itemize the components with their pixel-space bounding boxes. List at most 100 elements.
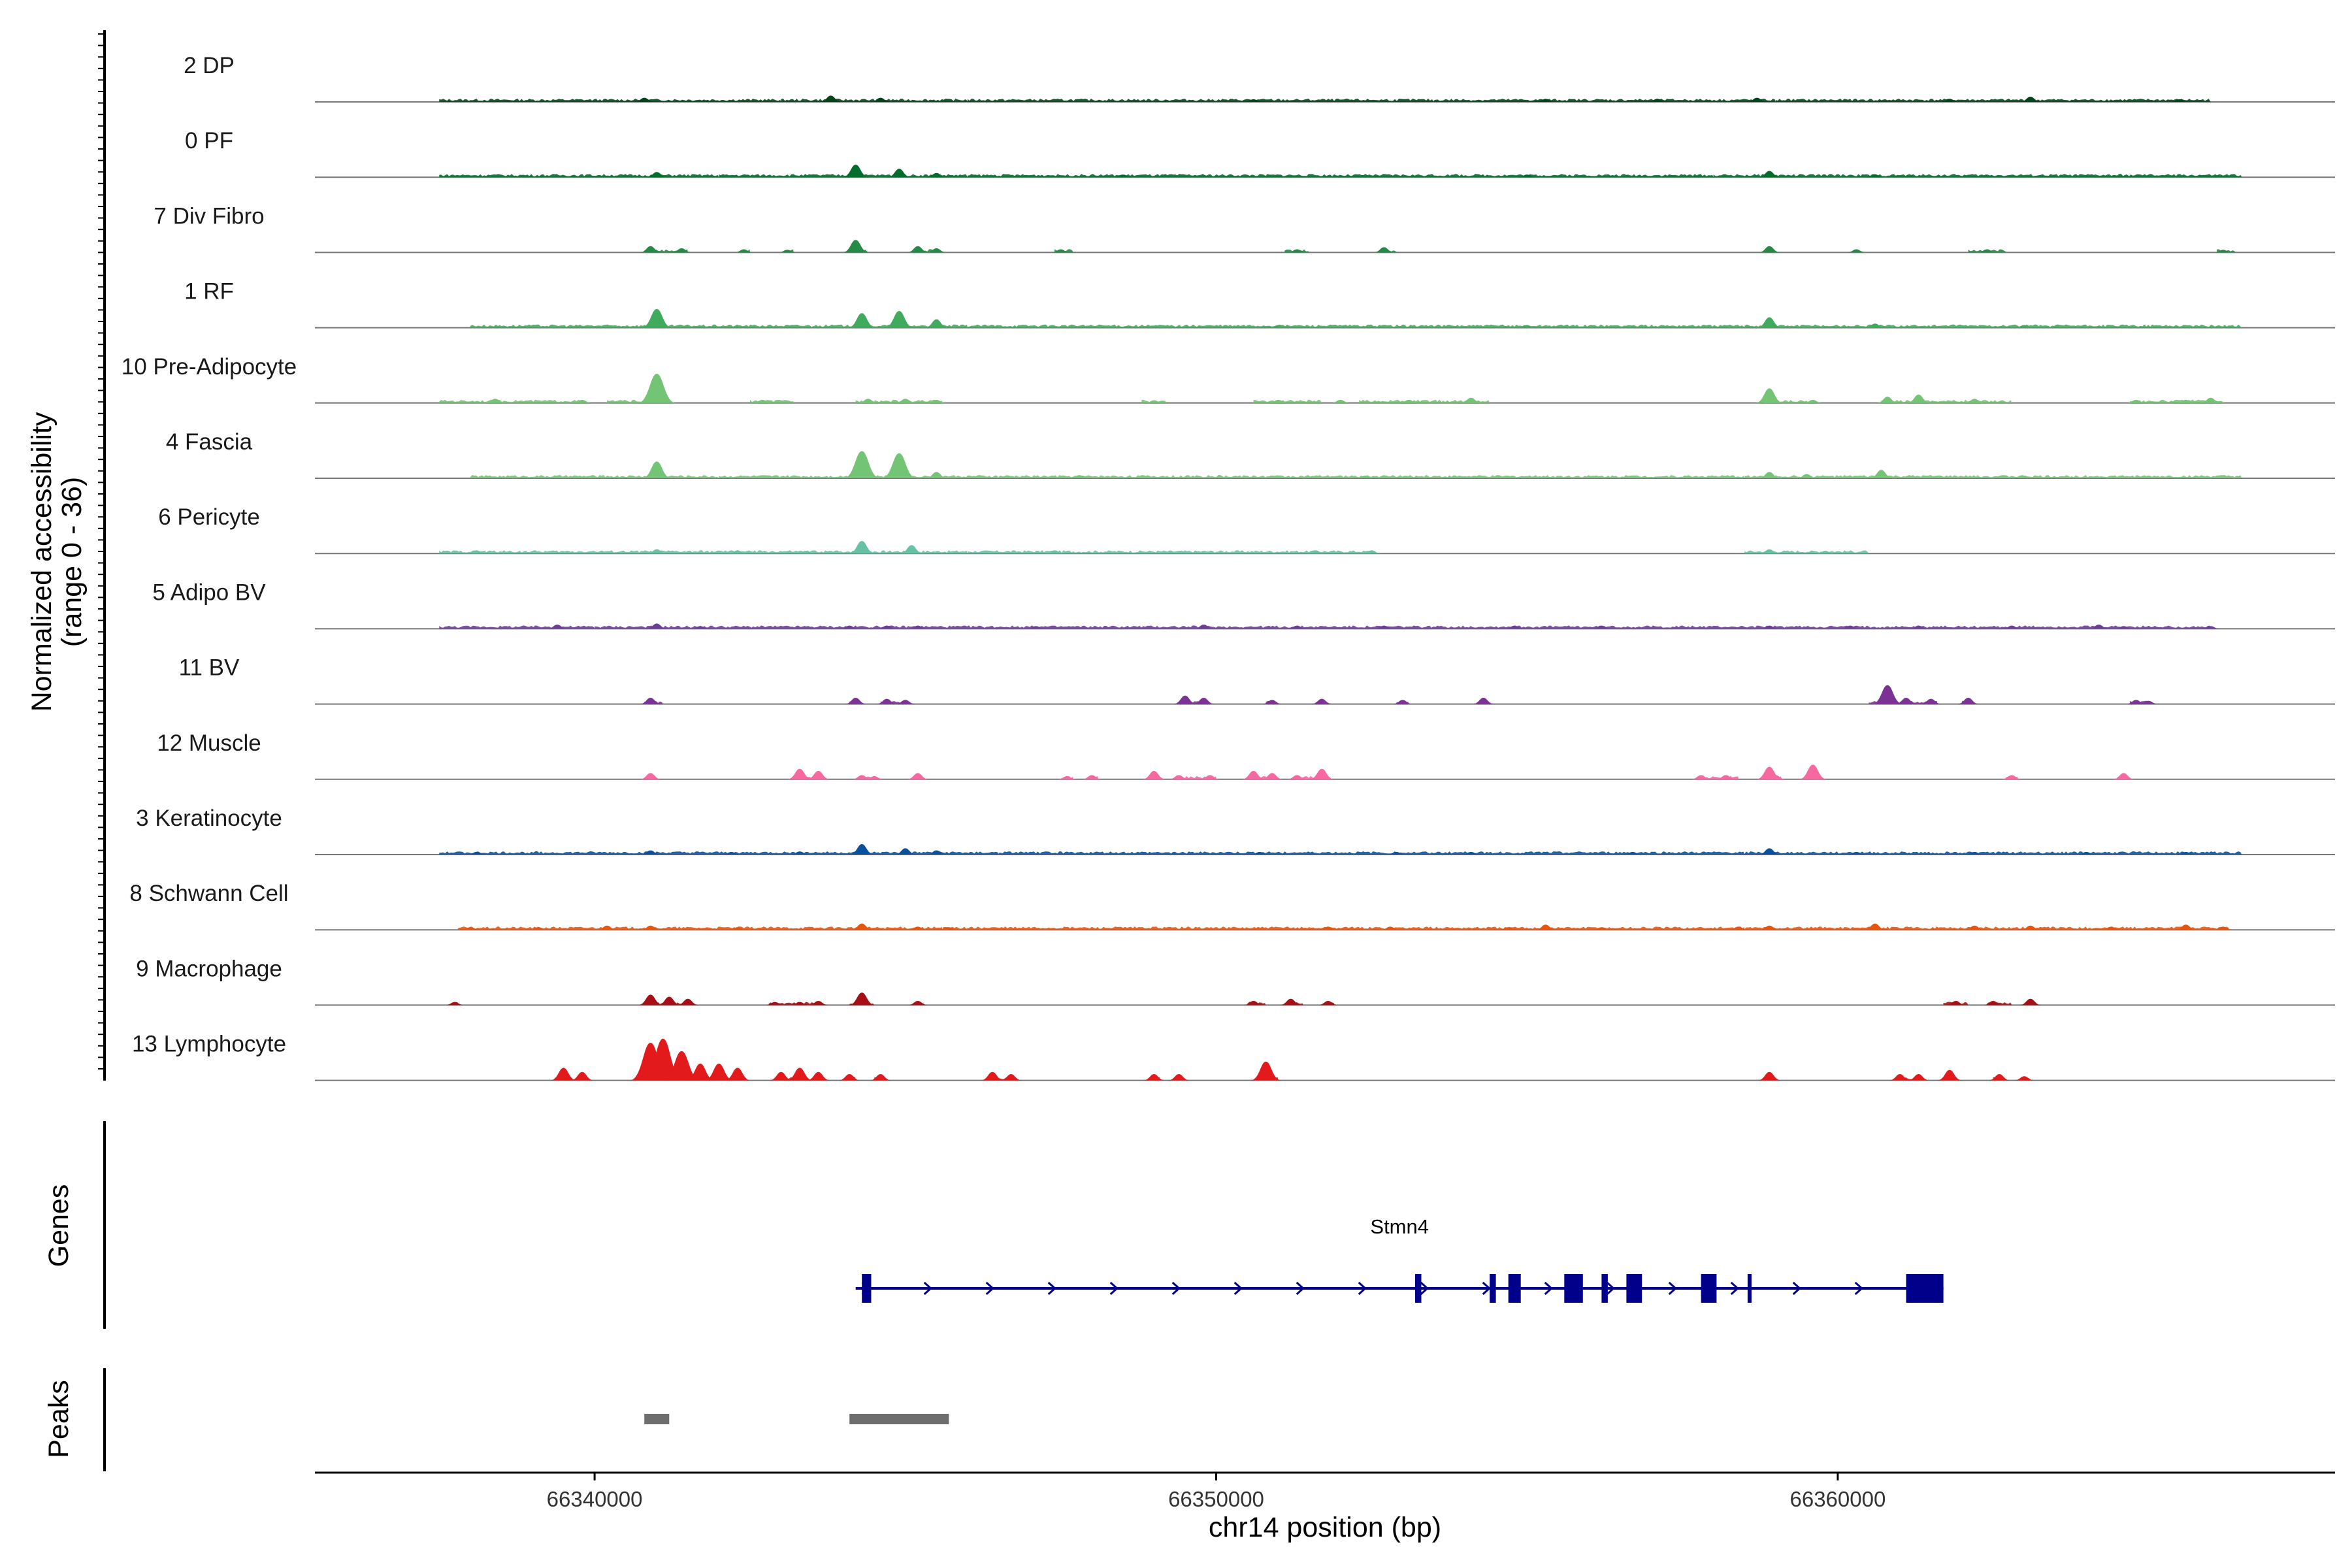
coverage-peak bbox=[642, 461, 672, 478]
coverage-peak bbox=[634, 97, 655, 102]
x-axis-ticks: 66340000 66350000 66360000 bbox=[547, 1473, 1886, 1511]
strand-arrow bbox=[1233, 1281, 1243, 1296]
coverage-signal bbox=[968, 324, 1745, 328]
coverage-peak bbox=[1261, 700, 1283, 704]
track-3-keratinocyte: 3 Keratinocyte bbox=[136, 806, 2335, 855]
track-7-div-fibro: 7 Div Fibro bbox=[154, 203, 2335, 253]
coverage-peak bbox=[926, 248, 947, 253]
coverage-peak bbox=[572, 400, 593, 403]
coverage-peak bbox=[721, 852, 742, 855]
coverage-signal bbox=[1744, 926, 2230, 930]
coverage-peak bbox=[1746, 97, 1768, 102]
coverage-peak bbox=[1534, 924, 1557, 930]
coverage-peak bbox=[876, 625, 897, 629]
gene-exon bbox=[1701, 1274, 1717, 1303]
strand-arrow bbox=[1668, 1281, 1677, 1296]
coverage-peak bbox=[1755, 388, 1784, 403]
coverage-y-axis bbox=[98, 30, 106, 1081]
coverage-peak bbox=[1759, 549, 1780, 554]
coverage-peak bbox=[690, 626, 711, 629]
coverage-peak bbox=[1144, 400, 1164, 403]
coverage-peak bbox=[2138, 700, 2159, 704]
coverage-peak bbox=[842, 240, 870, 253]
coverage-peak bbox=[1919, 698, 1942, 704]
track-label: 8 Schwann Cell bbox=[129, 881, 288, 906]
coverage-peak bbox=[1472, 698, 1495, 704]
coverage-peak bbox=[724, 1068, 751, 1081]
track-label: 9 Macrophage bbox=[136, 956, 282, 981]
coverage-signal bbox=[1713, 174, 2242, 178]
gene-exon bbox=[1626, 1274, 1642, 1303]
coverage-peak bbox=[1846, 249, 1867, 253]
coverage-peak bbox=[1286, 625, 1307, 629]
coverage-peak bbox=[1759, 625, 1780, 629]
coverage-peak bbox=[1199, 775, 1221, 779]
coverage-peak bbox=[1460, 397, 1482, 403]
coverage-signal bbox=[942, 926, 1745, 930]
peak-region bbox=[849, 1414, 949, 1424]
coverage-peak bbox=[1243, 1001, 1264, 1005]
coverage-peak bbox=[1044, 550, 1065, 554]
track-6-pericyte: 6 Pericyte bbox=[158, 504, 2335, 555]
coverage-peak bbox=[847, 313, 876, 328]
coverage-peak bbox=[1757, 472, 1781, 478]
coverage-peak bbox=[1840, 625, 1861, 629]
coverage-peak bbox=[2199, 397, 2222, 403]
coverage-peak bbox=[764, 1002, 785, 1005]
coverage-signal bbox=[439, 625, 595, 629]
coverage-peak bbox=[1964, 399, 1985, 403]
coverage-peak bbox=[851, 775, 873, 779]
track-label: 7 Div Fibro bbox=[154, 203, 264, 229]
coverage-peak bbox=[1976, 249, 1997, 253]
coverage-peak bbox=[466, 550, 487, 554]
coverage-peak bbox=[857, 399, 879, 403]
track-10-pre-adipocyte: 10 Pre-Adipocyte bbox=[122, 354, 2335, 404]
peak-regions bbox=[644, 1414, 949, 1424]
coverage-peak bbox=[1945, 1001, 1967, 1005]
coverage-peak bbox=[777, 250, 798, 253]
coverage-peak bbox=[1756, 317, 1782, 328]
coverage-peak bbox=[1311, 698, 1333, 704]
coverage-peak bbox=[925, 472, 948, 478]
track-label: 13 Lymphocyte bbox=[132, 1032, 286, 1057]
coverage-peak bbox=[819, 95, 842, 102]
coverage-peak bbox=[638, 994, 664, 1005]
coverage-peak bbox=[1715, 775, 1737, 779]
coverage-peak bbox=[1757, 1071, 1782, 1081]
strand-arrow bbox=[923, 1281, 932, 1296]
track-label: 3 Keratinocyte bbox=[136, 806, 282, 831]
coverage-signal bbox=[1775, 99, 2211, 102]
coverage-peak bbox=[1535, 99, 1556, 102]
coverage-peak bbox=[1318, 926, 1339, 930]
track-12-muscle: 12 Muscle bbox=[157, 730, 2335, 780]
coverage-peak bbox=[1386, 852, 1407, 855]
x-tick-label: 66360000 bbox=[1789, 1487, 1886, 1511]
strand-arrow bbox=[1482, 1281, 1491, 1296]
coverage-peak bbox=[2176, 400, 2197, 403]
coverage-peak bbox=[1647, 99, 1668, 102]
y-axis-title: Normalized accessibility bbox=[26, 412, 57, 711]
coverage-peak bbox=[1373, 247, 1396, 253]
coverage-peak bbox=[1056, 776, 1077, 779]
coverage-peak bbox=[2014, 1076, 2035, 1081]
coverage-signal bbox=[439, 174, 719, 178]
coverage-peak bbox=[1799, 764, 1827, 779]
coverage-peak bbox=[2125, 400, 2147, 403]
coverage-peak bbox=[769, 1071, 793, 1081]
track-0-pf: 0 PF bbox=[185, 128, 2335, 178]
coverage-peak bbox=[2213, 250, 2234, 253]
coverage-peak bbox=[850, 923, 874, 930]
coverage-peak bbox=[926, 172, 947, 178]
coverage-peak bbox=[906, 246, 930, 253]
coverage-peak bbox=[1081, 775, 1103, 779]
coverage-peak bbox=[1498, 927, 1519, 930]
coverage-peak bbox=[1268, 325, 1288, 328]
coverage-peak bbox=[1260, 773, 1284, 779]
coverage-peak bbox=[671, 248, 693, 253]
coverage-peak bbox=[1355, 476, 1376, 478]
coverage-peak bbox=[1871, 685, 1904, 704]
coverage-peak bbox=[645, 623, 668, 629]
coverage-signal bbox=[968, 99, 1434, 102]
coverage-peak bbox=[842, 165, 870, 178]
